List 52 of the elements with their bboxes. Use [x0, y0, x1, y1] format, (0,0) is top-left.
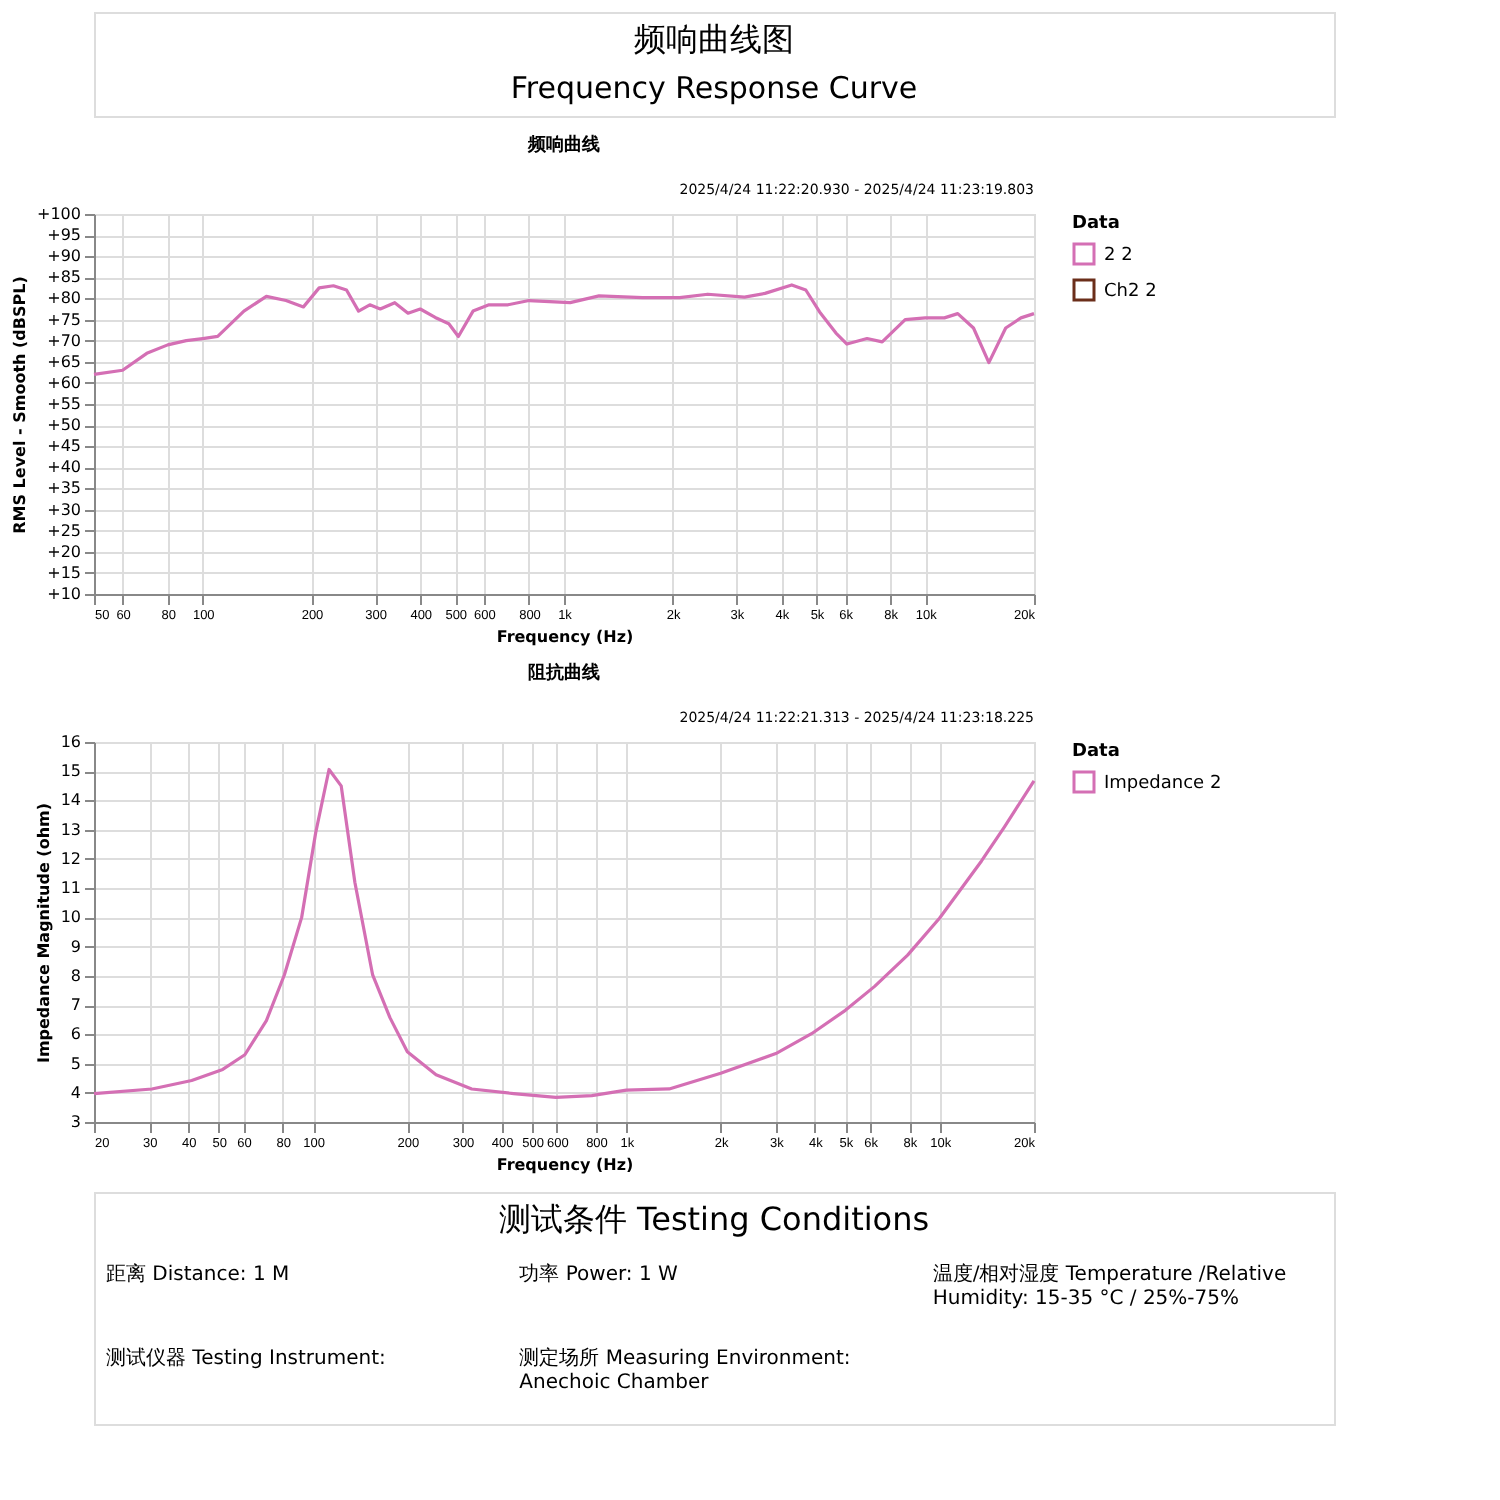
legend-label: Ch2 2 [1104, 282, 1157, 302]
y-axis-title: RMS Level - Smooth (dBSPL) [11, 276, 30, 534]
y-tick-label: 8 [70, 966, 81, 985]
y-tick-label: +60 [47, 373, 81, 392]
y-tick-label: +75 [47, 310, 81, 329]
text: 温度/相对湿度 Temperature /Relative Humidity: 15-35 °C / 25%-75% [932, 1262, 1287, 1310]
y-tick-label: +45 [47, 437, 81, 456]
y-tick-label: 12 [60, 849, 81, 868]
text: 测定场所 Measuring Environment: Anechoic Chamber [519, 1346, 851, 1394]
x-axis-title: Frequency (Hz) [496, 628, 634, 646]
y-tick-label: +65 [47, 352, 81, 371]
y-tick-label: +50 [47, 416, 81, 435]
y-tick-label: 9 [70, 937, 81, 956]
y-tick-label: +90 [47, 247, 81, 266]
y-tick-label: +55 [47, 395, 81, 413]
y-tick-label: +20 [47, 542, 81, 561]
y-tick-label: +30 [47, 500, 81, 519]
y-axis-title: Impedance Magnitude (ohm) [34, 802, 53, 1064]
y-tick-label: +40 [47, 458, 81, 477]
y-tick-label: 16 [60, 733, 81, 751]
x-axis-title: Frequency (Hz) [496, 1156, 634, 1174]
y-tick-label: 5 [70, 1054, 81, 1073]
y-tick-label: 15 [60, 762, 81, 781]
text: 测试条件 Testing Conditions [498, 1200, 930, 1238]
text: Frequency Response Curve [510, 70, 918, 106]
y-tick-label: +85 [47, 268, 81, 287]
y-tick-label: 3 [70, 1113, 81, 1131]
text: 频响曲线图 [634, 20, 794, 58]
y-tick-label: 10 [60, 908, 81, 927]
y-tick-label: 6 [70, 1025, 81, 1044]
legend-title: Data [1072, 214, 1120, 234]
y-tick-label: +10 [47, 585, 81, 603]
text: 测试仪器 Testing Instrument: [106, 1346, 386, 1370]
y-tick-label: +80 [47, 289, 81, 308]
text: 功率 Power: 1 W [519, 1262, 678, 1286]
legend-label: Impedance 2 [1104, 774, 1222, 794]
y-tick-label: 14 [60, 791, 81, 810]
y-tick-label: +35 [47, 479, 81, 498]
y-tick-label: 4 [70, 1083, 81, 1102]
chart-title: 阻抗曲线 [528, 662, 600, 684]
y-tick-label: +15 [47, 563, 81, 582]
y-tick-label: +70 [47, 331, 81, 350]
y-tick-label: 11 [60, 879, 81, 898]
chart-title: 频响曲线 [526, 134, 600, 156]
y-tick-label: +100 [37, 205, 81, 223]
y-tick-label: +95 [47, 226, 81, 245]
y-tick-label: 13 [60, 820, 81, 839]
text: 距离 Distance: 1 M [106, 1262, 290, 1286]
legend-label: 2 2 [1104, 246, 1133, 266]
legend-title: Data [1072, 742, 1120, 762]
y-tick-label: +25 [47, 521, 81, 540]
y-tick-label: 7 [70, 996, 81, 1015]
